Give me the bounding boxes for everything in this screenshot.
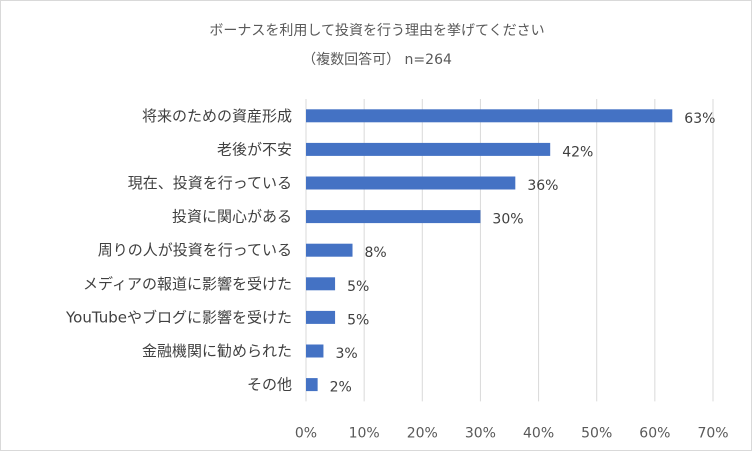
value-label: 30% (492, 212, 523, 228)
value-label: 5% (347, 312, 369, 328)
x-tick-label: 10% (349, 425, 380, 441)
category-label: 将来のための資産形成 (142, 107, 292, 125)
chart-title: ボーナスを利用して投資を行う理由を挙げてください (209, 23, 544, 39)
category-label: メディアの報道に影響を受けた (83, 275, 292, 293)
bar (306, 109, 673, 123)
category-label: 現在、投資を行っている (128, 174, 292, 192)
category-label: 老後が不安 (217, 140, 292, 158)
value-label: 42% (562, 144, 593, 160)
category-label: YouTubeやブログに影響を受けた (65, 308, 292, 326)
value-label: 36% (527, 178, 558, 194)
category-labels: 将来のための資産形成老後が不安現在、投資を行っている投資に関心がある周りの人が投… (65, 107, 292, 394)
chart-subtitle: （複数回答可） n=264 (302, 51, 452, 68)
x-axis-ticks: 0% 10% 20% 30% 40% 50% 60% 70% (295, 425, 729, 441)
x-tick-label: 30% (465, 425, 496, 441)
value-label: 63% (684, 111, 715, 127)
category-label: 投資に関心がある (172, 208, 292, 226)
x-tick-label: 0% (295, 425, 317, 441)
bar (306, 277, 336, 291)
category-label: 周りの人が投資を行っている (98, 241, 292, 259)
x-tick-label: 40% (523, 425, 554, 441)
bar (306, 378, 318, 392)
bar (306, 243, 353, 257)
value-label: 3% (335, 346, 357, 362)
bar (306, 344, 324, 358)
value-label: 8% (365, 245, 387, 261)
bar (306, 310, 336, 324)
x-tick-label: 50% (581, 425, 612, 441)
x-tick-label: 20% (407, 425, 438, 441)
bar (306, 210, 481, 224)
x-tick-label: 60% (639, 425, 670, 441)
bar (306, 142, 551, 156)
x-tick-label: 70% (697, 425, 728, 441)
category-label: 金融機関に勧められた (142, 342, 292, 360)
value-label: 2% (330, 380, 352, 396)
category-label: その他 (247, 376, 292, 394)
value-labels: 63% 42% 36% 30% 8% 5% 5% 3% 2% (330, 111, 716, 396)
bar (306, 176, 516, 190)
bars (306, 109, 673, 392)
value-label: 5% (347, 279, 369, 295)
